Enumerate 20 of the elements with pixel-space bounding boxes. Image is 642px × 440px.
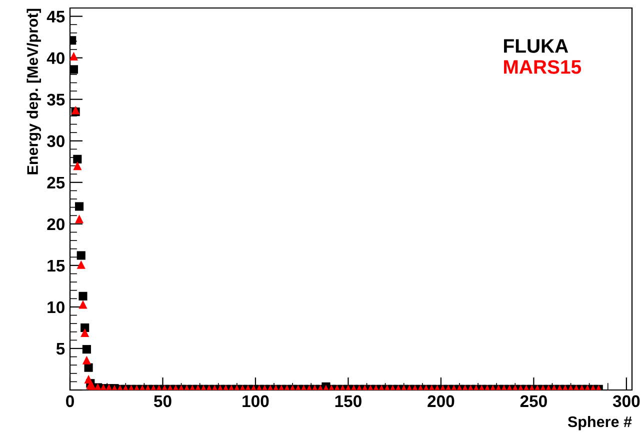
y-tick-label: 25 <box>47 176 65 189</box>
y-tick-label: 40 <box>46 52 64 64</box>
y-tick-label: 30 <box>46 135 64 148</box>
x-tick-label: 250 <box>520 395 547 408</box>
x-tick-label: 100 <box>242 395 269 408</box>
x-tick-label: 300 <box>612 395 640 408</box>
y-tick-label: 15 <box>48 260 65 272</box>
y-tick-label: 45 <box>46 10 65 23</box>
x-tick-label: 50 <box>154 395 172 408</box>
x-tick-label: 200 <box>428 395 454 408</box>
x-axis-title: Sphere # <box>568 416 632 430</box>
y-axis-title: Energy dep. [MeV/prot] <box>26 8 42 174</box>
text: FLUKA <box>504 39 568 53</box>
y-tick-label: 5 <box>56 343 65 355</box>
y-tick-label: 20 <box>47 218 64 230</box>
y-tick-label: 35 <box>46 94 65 106</box>
x-tick-label: 0 <box>66 395 74 408</box>
text: MARS15 <box>504 60 582 74</box>
x-tick-label: 150 <box>335 395 362 408</box>
y-tick-label: 10 <box>48 301 64 314</box>
